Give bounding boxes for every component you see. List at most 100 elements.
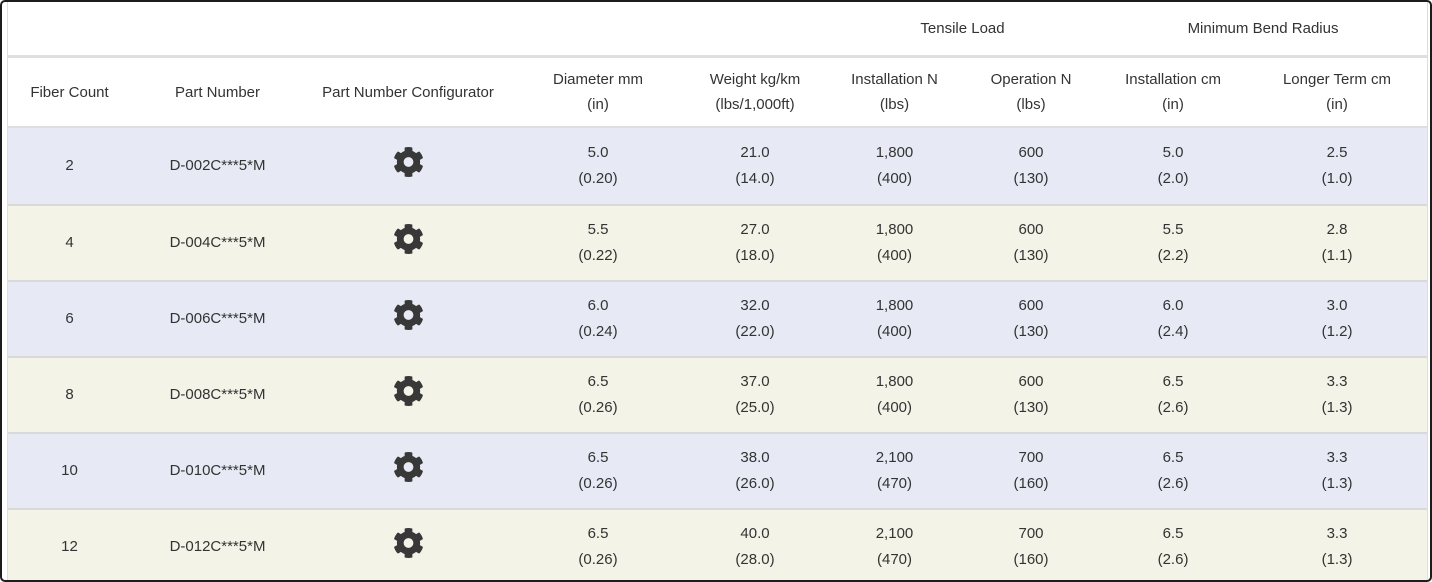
- cell-line: (400): [876, 247, 913, 264]
- cell-weight: 38.0 (26.0): [684, 432, 826, 508]
- cell-line: (1.3): [1321, 399, 1353, 416]
- column-header-weight: Weight kg/km (lbs/1,000ft): [684, 58, 826, 128]
- column-label: Longer Term cm: [1282, 71, 1392, 88]
- cell-line: (14.0): [735, 170, 775, 187]
- cell-line: (1.1): [1321, 247, 1353, 264]
- column-sublabel: (lbs): [1016, 96, 1046, 113]
- cell-line: 38.0: [740, 449, 770, 466]
- cell-diameter: 5.0 (0.20): [512, 128, 684, 204]
- cell-line: 3.3: [1326, 525, 1348, 542]
- cell-line: (0.26): [578, 399, 618, 416]
- cell-line: (1.0): [1321, 170, 1353, 187]
- cell-weight: 21.0 (14.0): [684, 128, 826, 204]
- cell-fiber-count: 2: [8, 128, 131, 204]
- gear-icon[interactable]: [393, 375, 424, 407]
- cell-part-number: D-012C***5*M: [131, 508, 304, 580]
- cell-line: (470): [876, 551, 913, 568]
- gear-icon[interactable]: [393, 146, 424, 178]
- cell-fiber-count: 6: [8, 280, 131, 356]
- cell-line: (2.6): [1157, 551, 1189, 568]
- cell-line: 6.5: [1162, 525, 1184, 542]
- cell-line: D-012C***5*M: [169, 538, 266, 555]
- cell-line: 3.3: [1326, 373, 1348, 390]
- cell-line: (130): [1013, 399, 1049, 416]
- cell-fiber-count: 8: [8, 356, 131, 432]
- column-label: Part Number: [174, 83, 261, 101]
- gear-icon[interactable]: [393, 223, 424, 255]
- cell-line: 1,800: [875, 144, 914, 161]
- cell-line: 32.0: [740, 297, 770, 314]
- gear-icon[interactable]: [393, 299, 424, 331]
- cell-diameter: 5.5 (0.22): [512, 204, 684, 280]
- cell-part-number: D-010C***5*M: [131, 432, 304, 508]
- column-header-part-number: Part Number: [131, 58, 304, 128]
- cell-configurator: [304, 128, 512, 204]
- cell-operation-n: 600 (130): [963, 128, 1100, 204]
- column-label: Installation cm: [1125, 71, 1221, 88]
- cell-line: 2.5: [1326, 144, 1348, 161]
- column-label: Installation N: [851, 71, 938, 88]
- cell-part-number: D-004C***5*M: [131, 204, 304, 280]
- column-header-fiber-count: Fiber Count: [8, 58, 131, 128]
- cell-line: 10: [61, 462, 78, 479]
- cell-line: (130): [1013, 247, 1049, 264]
- cell-longer-term-cm: 3.3 (1.3): [1247, 432, 1428, 508]
- cell-line: 700: [1018, 449, 1044, 466]
- group-header-tensile-load: Tensile Load: [826, 2, 1100, 58]
- cell-fiber-count: 10: [8, 432, 131, 508]
- cell-line: 1,800: [875, 297, 914, 314]
- cell-line: (2.4): [1157, 323, 1189, 340]
- cell-line: 600: [1018, 297, 1044, 314]
- cell-line: 5.0: [1162, 144, 1184, 161]
- cell-line: 27.0: [740, 221, 770, 238]
- cell-line: (22.0): [735, 323, 775, 340]
- cell-fiber-count: 12: [8, 508, 131, 580]
- cell-line: 2: [65, 157, 74, 174]
- cell-configurator: [304, 204, 512, 280]
- cell-line: 40.0: [740, 525, 770, 542]
- group-header-row: Tensile Load Minimum Bend Radius: [8, 2, 1428, 58]
- cell-installation-cm: 5.0 (2.0): [1099, 128, 1248, 204]
- table-row: 4 D-004C***5*M 5.5 (0.22) 27.0 (18.0) 1,800 (40…: [8, 204, 1428, 280]
- cell-line: D-004C***5*M: [169, 234, 266, 251]
- cell-longer-term-cm: 3.3 (1.3): [1247, 508, 1428, 580]
- cell-line: (400): [876, 399, 913, 416]
- cell-weight: 37.0 (25.0): [684, 356, 826, 432]
- cell-operation-n: 600 (130): [963, 280, 1100, 356]
- column-header-installation-cm: Installation cm (in): [1099, 58, 1248, 128]
- cell-line: 12: [61, 538, 78, 555]
- cell-longer-term-cm: 2.8 (1.1): [1247, 204, 1428, 280]
- cell-installation-n: 1,800 (400): [826, 280, 963, 356]
- cell-line: 1,800: [875, 221, 914, 238]
- cell-line: (130): [1013, 323, 1049, 340]
- cell-weight: 32.0 (22.0): [684, 280, 826, 356]
- cell-operation-n: 600 (130): [963, 204, 1100, 280]
- cell-line: 6: [65, 310, 74, 327]
- cell-line: (2.2): [1157, 247, 1189, 264]
- gear-icon[interactable]: [393, 451, 424, 483]
- cell-line: 600: [1018, 221, 1044, 238]
- cell-line: (0.26): [578, 551, 618, 568]
- cell-line: 37.0: [740, 373, 770, 390]
- cell-line: D-002C***5*M: [169, 157, 266, 174]
- column-header-operation-n: Operation N (lbs): [963, 58, 1100, 128]
- cell-diameter: 6.5 (0.26): [512, 356, 684, 432]
- cell-line: 2,100: [875, 525, 914, 542]
- column-sublabel: (in): [1162, 96, 1184, 113]
- cell-installation-cm: 5.5 (2.2): [1099, 204, 1248, 280]
- cell-installation-cm: 6.5 (2.6): [1099, 432, 1248, 508]
- cell-line: 6.5: [587, 525, 609, 542]
- cell-operation-n: 700 (160): [963, 508, 1100, 580]
- cell-weight: 40.0 (28.0): [684, 508, 826, 580]
- column-header-installation-n: Installation N (lbs): [826, 58, 963, 128]
- table-row: 2 D-002C***5*M 5.0 (0.20) 21.0 (14.0) 1,800 (40…: [8, 128, 1428, 204]
- cell-installation-n: 2,100 (470): [826, 508, 963, 580]
- column-label: Operation N: [990, 71, 1072, 88]
- cell-longer-term-cm: 3.0 (1.2): [1247, 280, 1428, 356]
- column-sublabel: (lbs): [879, 96, 910, 113]
- cell-installation-n: 1,800 (400): [826, 356, 963, 432]
- gear-icon[interactable]: [393, 527, 424, 559]
- cell-installation-cm: 6.5 (2.6): [1099, 356, 1248, 432]
- cell-diameter: 6.5 (0.26): [512, 508, 684, 580]
